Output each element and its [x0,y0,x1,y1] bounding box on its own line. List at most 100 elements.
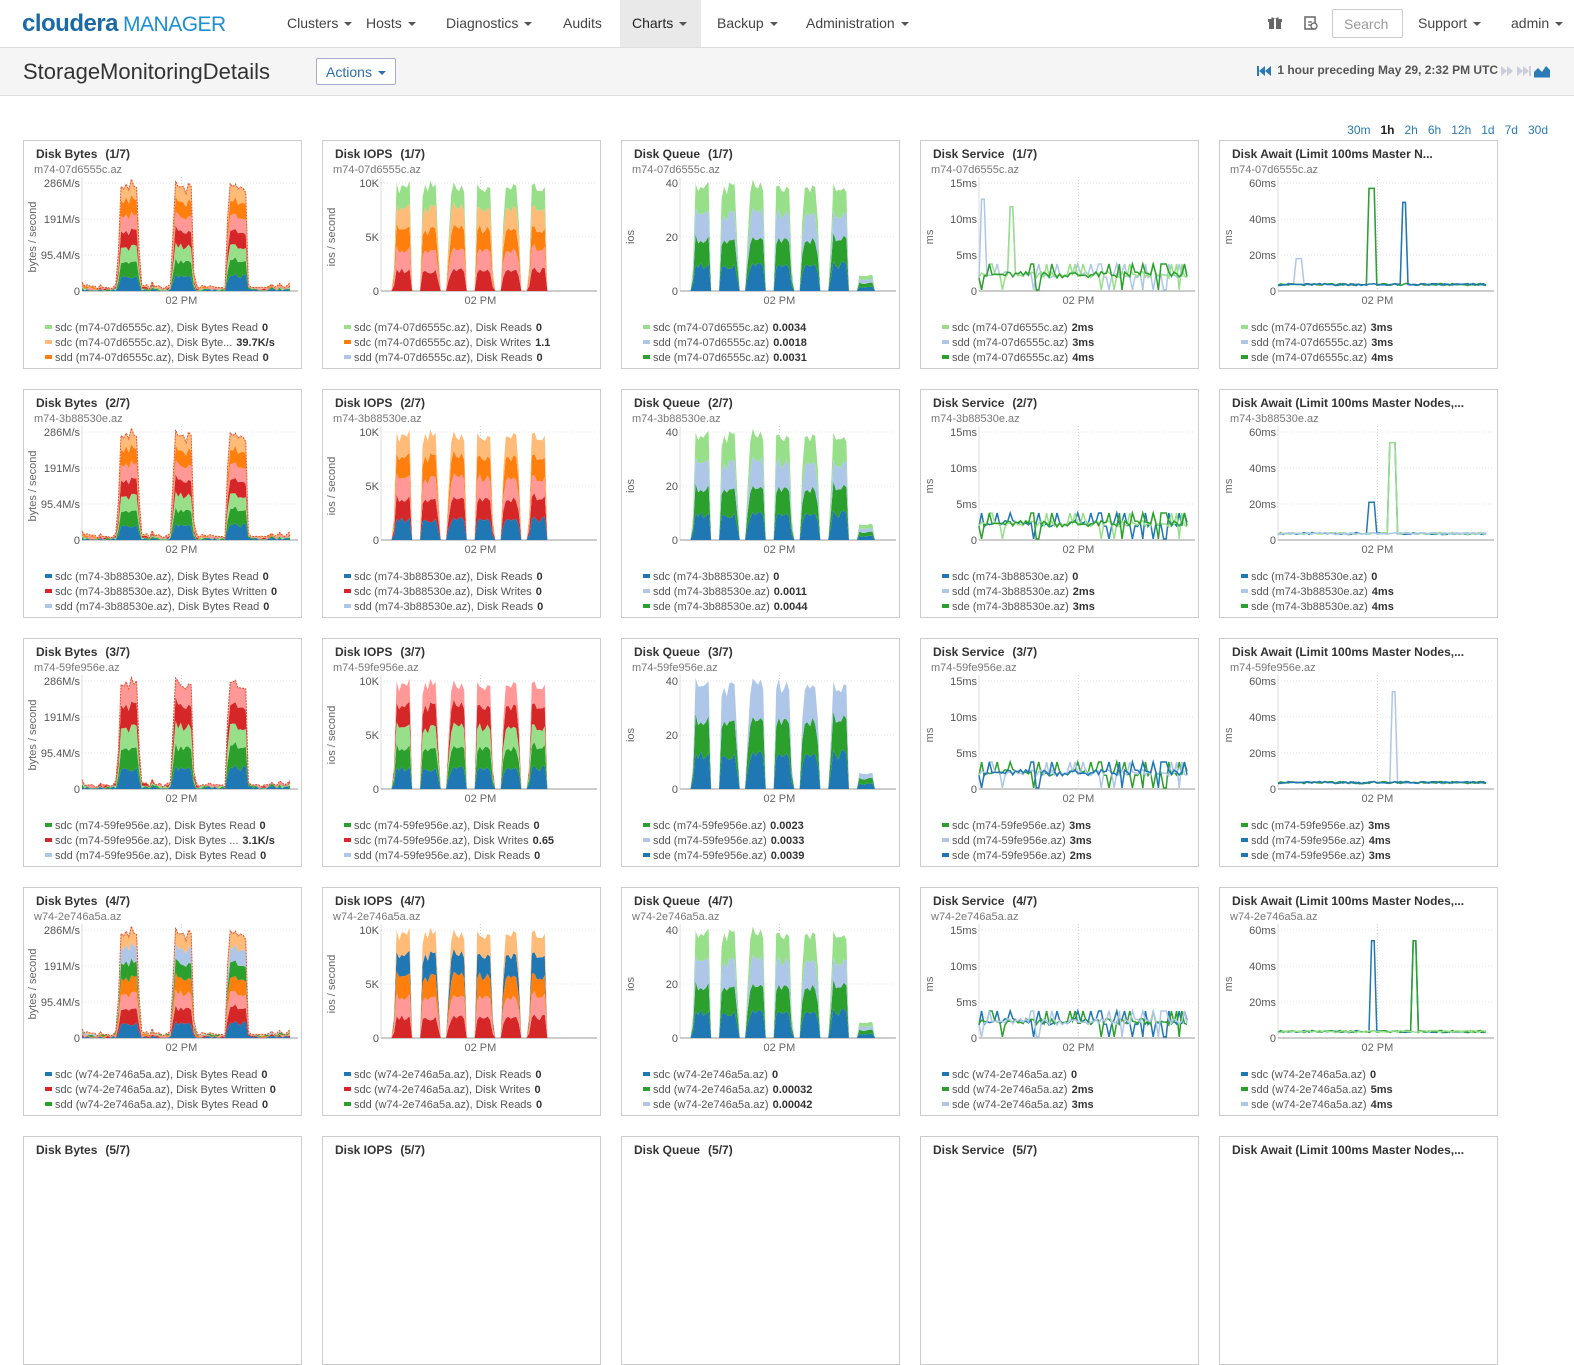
chart-card-queue[interactable]: Disk Queue (4/7) w74-2e746a5a.az 0 20 40 02 PM… [621,887,900,1116]
chart-card-bytes[interactable]: Disk Bytes (5/7) [23,1136,302,1365]
legend-item[interactable]: sdc (w74-2e746a5a.az), Disk Writes 0 [344,1083,599,1098]
user-menu[interactable]: admin [1499,0,1574,47]
legend-item[interactable]: sdd (w74-2e746a5a.az) 5ms [1241,1083,1496,1098]
legend-item[interactable]: sde (w74-2e746a5a.az) 4ms [1241,1098,1496,1113]
legend-item[interactable]: sdc (m74-3b88530e.az), Disk Bytes Read 0 [45,570,300,585]
legend-item[interactable]: sdc (m74-59fe956e.az), Disk Bytes ... 3.1… [45,834,300,849]
chart-card-await[interactable]: Disk Await (Limit 100ms Master Nodes,...… [1219,389,1498,618]
legend-item[interactable]: sdc (m74-59fe956e.az) 0.0023 [643,819,898,834]
range-7d[interactable]: 7d [1504,123,1518,137]
legend-item[interactable]: sdc (w74-2e746a5a.az) 0 [643,1068,898,1083]
chart-card-service[interactable]: Disk Service (1/7) m74-07d6555c.az 0 5ms 10ms… [920,140,1199,369]
nav-hosts[interactable]: Hosts [354,0,428,47]
legend-item[interactable]: sdd (m74-59fe956e.az) 4ms [1241,834,1496,849]
chart-card-service[interactable]: Disk Service (3/7) m74-59fe956e.az 0 5ms 10ms… [920,638,1199,867]
legend-item[interactable]: sde (m74-3b88530e.az) 4ms [1241,600,1496,615]
chart-card-iops[interactable]: Disk IOPS (4/7) w74-2e746a5a.az 0 5K 10K 02 PM… [322,887,601,1116]
legend-item[interactable]: sdc (w74-2e746a5a.az) 0 [942,1068,1197,1083]
legend-item[interactable]: sdc (m74-3b88530e.az), Disk Bytes Writte… [45,585,300,600]
range-1h[interactable]: 1h [1380,123,1395,137]
fast-forward-end-icon[interactable] [1516,65,1531,77]
legend-item[interactable]: sde (m74-3b88530e.az) 0.0044 [643,600,898,615]
legend-item[interactable]: sde (m74-3b88530e.az) 3ms [942,600,1197,615]
chart-card-await[interactable]: Disk Await (Limit 100ms Master N... m74-0… [1219,140,1498,369]
legend-item[interactable]: sdc (m74-59fe956e.az), Disk Bytes Read 0 [45,819,300,834]
range-30m[interactable]: 30m [1347,123,1371,137]
legend-item[interactable]: sdc (m74-07d6555c.az), Disk Byte... 39.7K… [45,336,300,351]
chart-card-await[interactable]: Disk Await (Limit 100ms Master Nodes,...… [1219,887,1498,1116]
legend-item[interactable]: sde (w74-2e746a5a.az) 3ms [942,1098,1197,1113]
cloudera-manager-logo[interactable]: cloudera MANAGER [22,10,226,38]
legend-item[interactable]: sdd (m74-3b88530e.az), Disk Reads 0 [344,600,599,615]
range-6h[interactable]: 6h [1427,123,1442,137]
chart-card-queue[interactable]: Disk Queue (1/7) m74-07d6555c.az 0 20 40 02 PM… [621,140,900,369]
nav-charts[interactable]: Charts [620,0,702,47]
legend-item[interactable]: sdd (m74-07d6555c.az) 3ms [1241,336,1496,351]
legend-item[interactable]: sdc (m74-07d6555c.az) 3ms [1241,321,1496,336]
legend-item[interactable]: sde (w74-2e746a5a.az) 0.00042 [643,1098,898,1113]
range-1d[interactable]: 1d [1481,123,1495,137]
legend-item[interactable]: sdc (m74-3b88530e.az), Disk Reads 0 [344,570,599,585]
gift-icon[interactable] [1268,16,1282,29]
rewind-icon[interactable] [1257,65,1271,77]
search-input[interactable]: Search [1332,9,1403,38]
legend-item[interactable]: sde (m74-07d6555c.az) 4ms [1241,351,1496,366]
legend-item[interactable]: sde (m74-59fe956e.az) 2ms [942,849,1197,864]
legend-item[interactable]: sdc (m74-59fe956e.az), Disk Reads 0 [344,819,599,834]
chart-card-service[interactable]: Disk Service (5/7) [920,1136,1199,1365]
chart-card-service[interactable]: Disk Service (4/7) w74-2e746a5a.az 0 5ms 10ms… [920,887,1199,1116]
legend-item[interactable]: sdd (m74-59fe956e.az), Disk Bytes Read 0 [45,849,300,864]
legend-item[interactable]: sdd (m74-3b88530e.az) 4ms [1241,585,1496,600]
clipboard-icon[interactable] [1303,15,1318,30]
legend-item[interactable]: sdc (m74-07d6555c.az), Disk Reads 0 [344,321,599,336]
chart-card-iops[interactable]: Disk IOPS (5/7) [322,1136,601,1365]
legend-item[interactable]: sdd (m74-3b88530e.az) 2ms [942,585,1197,600]
legend-item[interactable]: sdc (m74-3b88530e.az) 0 [942,570,1197,585]
nav-support[interactable]: Support [1406,0,1493,47]
nav-administration[interactable]: Administration [794,0,921,47]
chart-card-iops[interactable]: Disk IOPS (1/7) m74-07d6555c.az 0 5K 10K 02 PM… [322,140,601,369]
nav-diagnostics[interactable]: Diagnostics [434,0,544,47]
chart-card-queue[interactable]: Disk Queue (2/7) m74-3b88530e.az 0 20 40 02 PM… [621,389,900,618]
legend-item[interactable]: sdd (w74-2e746a5a.az), Disk Reads 0 [344,1098,599,1113]
legend-item[interactable]: sdc (w74-2e746a5a.az), Disk Bytes Writte… [45,1083,300,1098]
legend-item[interactable]: sdd (m74-07d6555c.az) 3ms [942,336,1197,351]
legend-item[interactable]: sdc (w74-2e746a5a.az), Disk Bytes Read 0 [45,1068,300,1083]
legend-item[interactable]: sdd (m74-07d6555c.az), Disk Bytes Read 0 [45,351,300,366]
forward-icon[interactable] [1501,65,1514,77]
chart-view-icon[interactable] [1534,64,1551,78]
legend-item[interactable]: sdc (w74-2e746a5a.az) 0 [1241,1068,1496,1083]
legend-item[interactable]: sdd (w74-2e746a5a.az) 0.00032 [643,1083,898,1098]
legend-item[interactable]: sdc (m74-3b88530e.az) 0 [1241,570,1496,585]
chart-card-service[interactable]: Disk Service (2/7) m74-3b88530e.az 0 5ms 10ms… [920,389,1199,618]
range-12h[interactable]: 12h [1451,123,1472,137]
nav-clusters[interactable]: Clusters [275,0,364,47]
chart-card-await[interactable]: Disk Await (Limit 100ms Master Nodes,...… [1219,638,1498,867]
legend-item[interactable]: sde (m74-59fe956e.az) 3ms [1241,849,1496,864]
legend-item[interactable]: sdc (m74-07d6555c.az), Disk Writes 1.1 [344,336,599,351]
legend-item[interactable]: sdc (m74-07d6555c.az) 0.0034 [643,321,898,336]
legend-item[interactable]: sdd (w74-2e746a5a.az) 2ms [942,1083,1197,1098]
chart-card-bytes[interactable]: Disk Bytes (4/7) w74-2e746a5a.az 0 95.4M/s 19… [23,887,302,1116]
chart-card-queue[interactable]: Disk Queue (3/7) m74-59fe956e.az 0 20 40 02 PM… [621,638,900,867]
legend-item[interactable]: sdc (m74-3b88530e.az) 0 [643,570,898,585]
chart-card-await[interactable]: Disk Await (Limit 100ms Master Nodes,... [1219,1136,1498,1365]
actions-button[interactable]: Actions [316,58,396,85]
legend-item[interactable]: sdc (m74-3b88530e.az), Disk Writes 0 [344,585,599,600]
legend-item[interactable]: sdc (m74-59fe956e.az) 3ms [942,819,1197,834]
legend-item[interactable]: sdc (m74-59fe956e.az) 3ms [1241,819,1496,834]
legend-item[interactable]: sdd (m74-59fe956e.az) 3ms [942,834,1197,849]
legend-item[interactable]: sdc (m74-59fe956e.az), Disk Writes 0.65 [344,834,599,849]
nav-backup[interactable]: Backup [705,0,790,47]
legend-item[interactable]: sde (m74-07d6555c.az) 0.0031 [643,351,898,366]
chart-card-iops[interactable]: Disk IOPS (3/7) m74-59fe956e.az 0 5K 10K 02 PM… [322,638,601,867]
legend-item[interactable]: sde (m74-07d6555c.az) 4ms [942,351,1197,366]
chart-card-bytes[interactable]: Disk Bytes (3/7) m74-59fe956e.az 0 95.4M/s 19… [23,638,302,867]
chart-card-bytes[interactable]: Disk Bytes (2/7) m74-3b88530e.az 0 95.4M/s 19… [23,389,302,618]
chart-card-bytes[interactable]: Disk Bytes (1/7) m74-07d6555c.az 0 95.4M/s 19… [23,140,302,369]
legend-item[interactable]: sdd (m74-59fe956e.az) 0.0033 [643,834,898,849]
legend-item[interactable]: sdc (w74-2e746a5a.az), Disk Reads 0 [344,1068,599,1083]
chart-card-queue[interactable]: Disk Queue (5/7) [621,1136,900,1365]
legend-item[interactable]: sdd (w74-2e746a5a.az), Disk Bytes Read 0 [45,1098,300,1113]
legend-item[interactable]: sde (m74-59fe956e.az) 0.0039 [643,849,898,864]
